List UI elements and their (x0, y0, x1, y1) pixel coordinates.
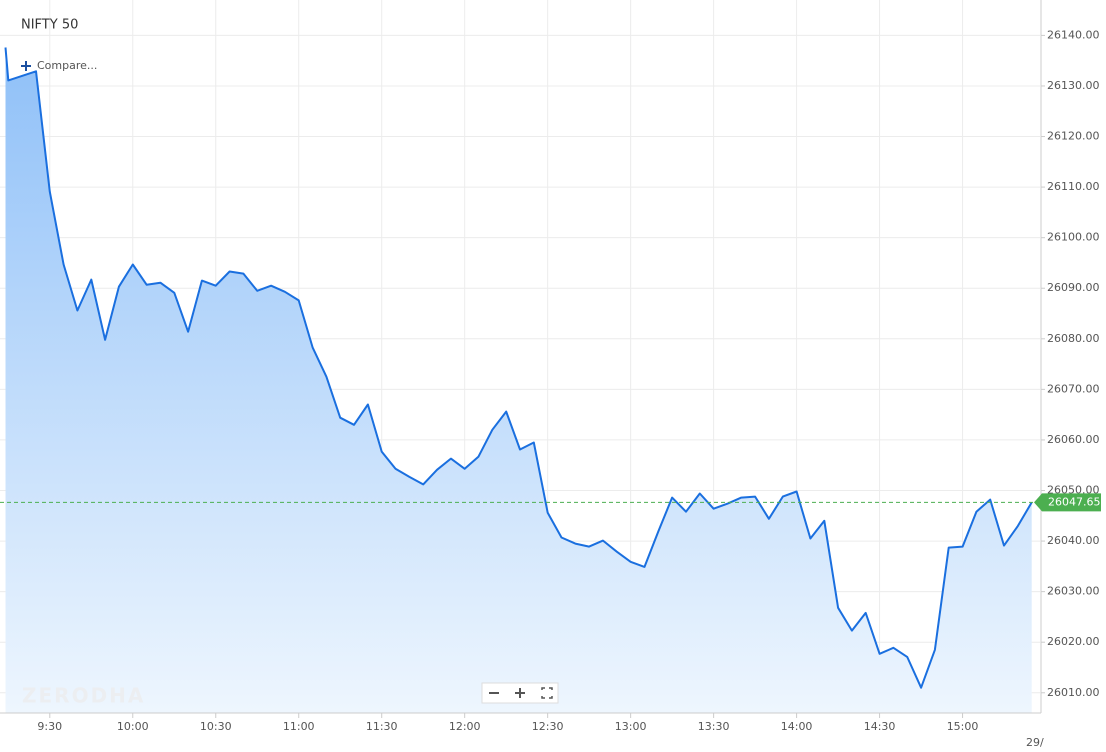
y-tick-label: 26020.00 (1047, 635, 1100, 648)
x-tick-label: 12:30 (532, 720, 564, 733)
y-tick-label: 26140.00 (1047, 28, 1100, 41)
chart-title: NIFTY 50 (21, 18, 78, 33)
x-tick-label: 11:00 (283, 720, 315, 733)
cut-label: 29/ (1026, 736, 1044, 749)
y-tick-label: 26040.00 (1047, 534, 1100, 547)
x-tick-label: 14:00 (781, 720, 813, 733)
watermark: ZERODHA (22, 684, 145, 708)
last-price-tag (1034, 493, 1101, 512)
x-tick-label: 12:00 (449, 720, 481, 733)
x-tick-label: 13:00 (615, 720, 647, 733)
compare-button[interactable]: Compare... (21, 59, 97, 72)
y-tick-label: 26080.00 (1047, 332, 1100, 345)
fullscreen[interactable] (541, 687, 553, 699)
last-price-label: 26047.65 (1048, 495, 1101, 508)
y-tick-label: 26010.00 (1047, 686, 1100, 699)
x-tick-label: 11:30 (366, 720, 398, 733)
y-tick-label: 26130.00 (1047, 79, 1100, 92)
y-tick-label: 26120.00 (1047, 130, 1100, 143)
y-tick-label: 26090.00 (1047, 281, 1100, 294)
y-tick-label: 26070.00 (1047, 382, 1100, 395)
y-tick-label: 26100.00 (1047, 231, 1100, 244)
plus-icon (21, 61, 31, 71)
y-tick-label: 26050.00 (1047, 484, 1100, 497)
compare-label[interactable]: Compare... (37, 59, 97, 72)
area (5, 47, 1032, 713)
x-tick-label: 15:00 (947, 720, 979, 733)
y-tick-label: 26110.00 (1047, 180, 1100, 193)
zoom-controls (481, 682, 559, 704)
y-tick-label: 26030.00 (1047, 585, 1100, 598)
zoom-in[interactable] (515, 688, 525, 698)
y-tick-label: 26060.00 (1047, 433, 1100, 446)
x-tick-label: 13:30 (698, 720, 730, 733)
x-tick-label: 14:30 (864, 720, 896, 733)
x-tick-label: 10:30 (200, 720, 232, 733)
x-tick-label: 10:00 (117, 720, 149, 733)
x-tick-label: 9:30 (37, 720, 62, 733)
line (4, 47, 1033, 689)
